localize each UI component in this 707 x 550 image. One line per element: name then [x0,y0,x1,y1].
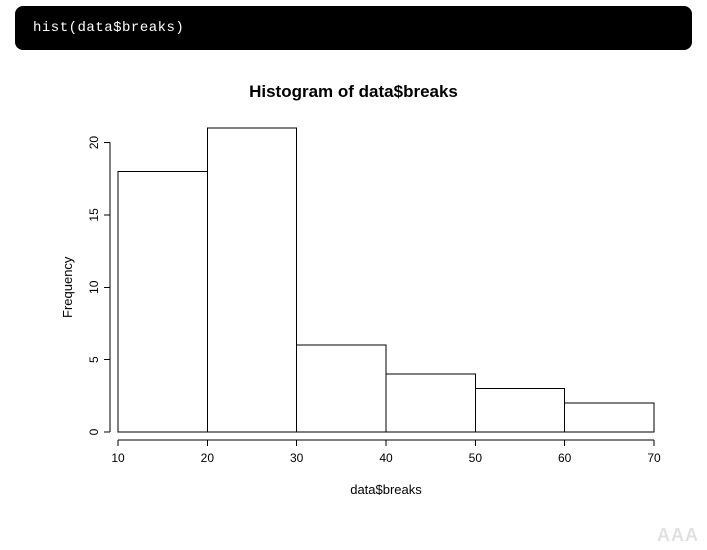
x-axis-label: data$breaks [350,482,422,497]
y-axis-label: Frequency [60,256,75,318]
histogram-bar [386,374,475,432]
y-tick-label: 5 [87,356,101,363]
histogram-bar [296,345,385,432]
x-tick-label: 60 [557,451,571,465]
x-tick-label: 20 [200,451,214,465]
y-tick-label: 15 [87,208,101,222]
chart-title: Histogram of data$breaks [0,82,707,102]
histogram-chart: 10 20 30 40 50 60 70 data$breaks 0 5 10 15 20 Frequen… [34,102,674,532]
histogram-bar [564,403,653,432]
histogram-bar [475,389,564,432]
x-tick-label: 30 [289,451,303,465]
code-text: hist(data$breaks) [33,20,184,36]
y-tick-label: 10 [87,280,101,294]
y-tick-label: 20 [87,136,101,150]
watermark: AAA [657,525,699,546]
y-tick-label: 0 [87,428,101,435]
x-tick-label: 50 [468,451,482,465]
x-tick-label: 10 [111,451,125,465]
x-tick-label: 70 [647,451,661,465]
histogram-bar [118,171,207,432]
x-tick-label: 40 [379,451,393,465]
code-block: hist(data$breaks) [15,6,692,50]
histogram-bar [207,128,296,432]
